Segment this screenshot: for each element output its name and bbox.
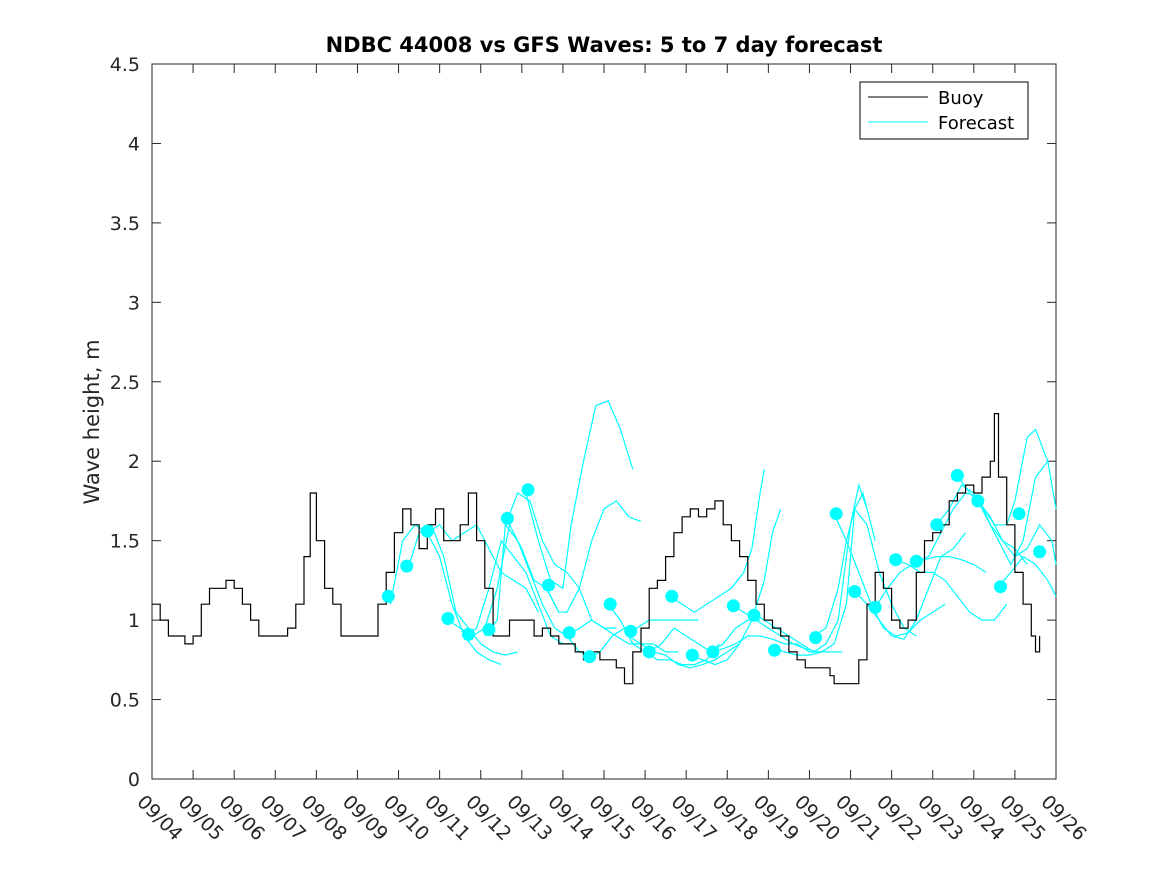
x-tick-label: 09/04 <box>132 791 186 845</box>
x-tick-label: 09/10 <box>379 791 433 845</box>
forecast-line <box>833 513 946 637</box>
buoy-line <box>152 413 1041 685</box>
legend-box <box>859 81 1029 140</box>
forecast-line <box>566 619 678 653</box>
x-tick-label: 09/13 <box>502 791 556 845</box>
y-tick-label: 1.5 <box>110 531 140 553</box>
forecast-marker <box>400 559 414 573</box>
forecast-marker <box>642 645 656 659</box>
forecast-marker <box>768 643 781 657</box>
x-tick-label: 09/22 <box>872 791 926 845</box>
forecast-line <box>895 559 1008 621</box>
forecast-line <box>936 460 1049 566</box>
forecast-marker <box>706 645 720 659</box>
forecast-line <box>998 555 1057 597</box>
x-tick-label: 09/26 <box>1036 791 1090 845</box>
forecast-marker <box>829 507 843 521</box>
forecast-marker <box>950 469 964 482</box>
forecast-marker <box>994 580 1007 594</box>
forecast-marker <box>461 627 475 641</box>
y-tick-label: 0.5 <box>110 690 140 712</box>
y-tick-label: 0 <box>128 769 140 791</box>
forecast-marker <box>624 624 638 638</box>
forecast-marker <box>909 554 923 568</box>
forecast-line <box>426 523 539 613</box>
forecast-line <box>587 619 699 661</box>
forecast-marker <box>868 600 882 614</box>
forecast-marker <box>726 599 740 613</box>
forecast-line <box>690 508 782 666</box>
legend-buoy-label: Buoy <box>938 88 984 109</box>
y-axis-label: Wave height, m <box>80 339 104 504</box>
axes-box <box>151 63 1057 780</box>
x-tick-label: 09/21 <box>831 791 885 845</box>
chart-title: NDBC 44008 vs GFS Waves: 5 to 7 day fore… <box>326 33 883 57</box>
forecast-marker <box>562 626 576 640</box>
x-tick-label: 09/16 <box>626 791 680 845</box>
forecast-marker <box>583 650 597 664</box>
legend-forecast-label: Forecast <box>938 113 1014 134</box>
y-tick-label: 4 <box>128 133 140 155</box>
y-tick-label: 4.5 <box>110 54 140 76</box>
x-tick-label: 09/19 <box>749 791 803 845</box>
forecast-marker <box>420 524 434 538</box>
x-tick-label: 09/23 <box>913 791 967 845</box>
forecast-marker <box>665 589 679 603</box>
forecast-line <box>648 619 761 653</box>
x-tick-label: 09/06 <box>215 791 269 845</box>
x-tick-label: 09/08 <box>297 791 351 845</box>
forecast-marker <box>685 648 699 662</box>
forecast-line <box>389 523 502 666</box>
forecast-marker <box>542 578 555 592</box>
forecast-line <box>669 469 765 613</box>
x-tick-label: 09/17 <box>667 791 721 845</box>
forecast-line <box>525 400 634 590</box>
legend: Buoy Forecast <box>859 81 1029 140</box>
forecast-marker <box>603 597 617 611</box>
forecast-line <box>813 507 917 637</box>
x-tick-label: 09/14 <box>543 791 597 845</box>
forecast-marker <box>1012 507 1026 521</box>
forecast-marker <box>930 518 944 532</box>
y-tick-label: 1 <box>128 610 140 632</box>
plot-area: 0 0.5 1 1.5 2 2.5 3 3.5 4 4.5 09/0409/0509/0609/07… <box>110 54 1091 845</box>
forecast-line <box>463 539 576 645</box>
x-tick-label: 09/11 <box>420 791 474 845</box>
forecast-marker <box>848 585 862 598</box>
y-tick-label: 3.5 <box>110 213 140 235</box>
x-tick-label: 09/25 <box>995 791 1049 845</box>
forecast-line <box>874 556 987 608</box>
x-tick-label: 09/20 <box>790 791 844 845</box>
forecast-marker <box>971 494 985 508</box>
forecast-marker <box>381 589 395 603</box>
y-tick-label: 2.5 <box>110 372 140 394</box>
forecast-marker <box>1033 545 1047 559</box>
y-tick-label: 3 <box>128 292 140 314</box>
x-tick-label: 09/12 <box>461 791 515 845</box>
y-tick-label: 2 <box>128 451 140 473</box>
forecast-marker <box>521 483 535 497</box>
forecast-marker <box>441 612 455 625</box>
forecast-marker <box>809 631 823 645</box>
x-tick-label: 09/07 <box>256 791 310 845</box>
forecast-marker <box>500 511 514 525</box>
forecast-line <box>977 500 1057 565</box>
forecast-line <box>772 491 876 656</box>
x-tick-label: 09/05 <box>174 791 228 845</box>
x-tick-label: 09/09 <box>338 791 392 845</box>
x-tick-label: 09/15 <box>584 791 638 845</box>
forecast-marker <box>747 608 761 622</box>
x-tick-label: 09/18 <box>708 791 762 845</box>
forecast-line <box>545 500 642 613</box>
x-tick-label: 09/24 <box>954 791 1008 845</box>
forecast-marker <box>889 553 903 567</box>
forecast-marker <box>482 623 496 637</box>
